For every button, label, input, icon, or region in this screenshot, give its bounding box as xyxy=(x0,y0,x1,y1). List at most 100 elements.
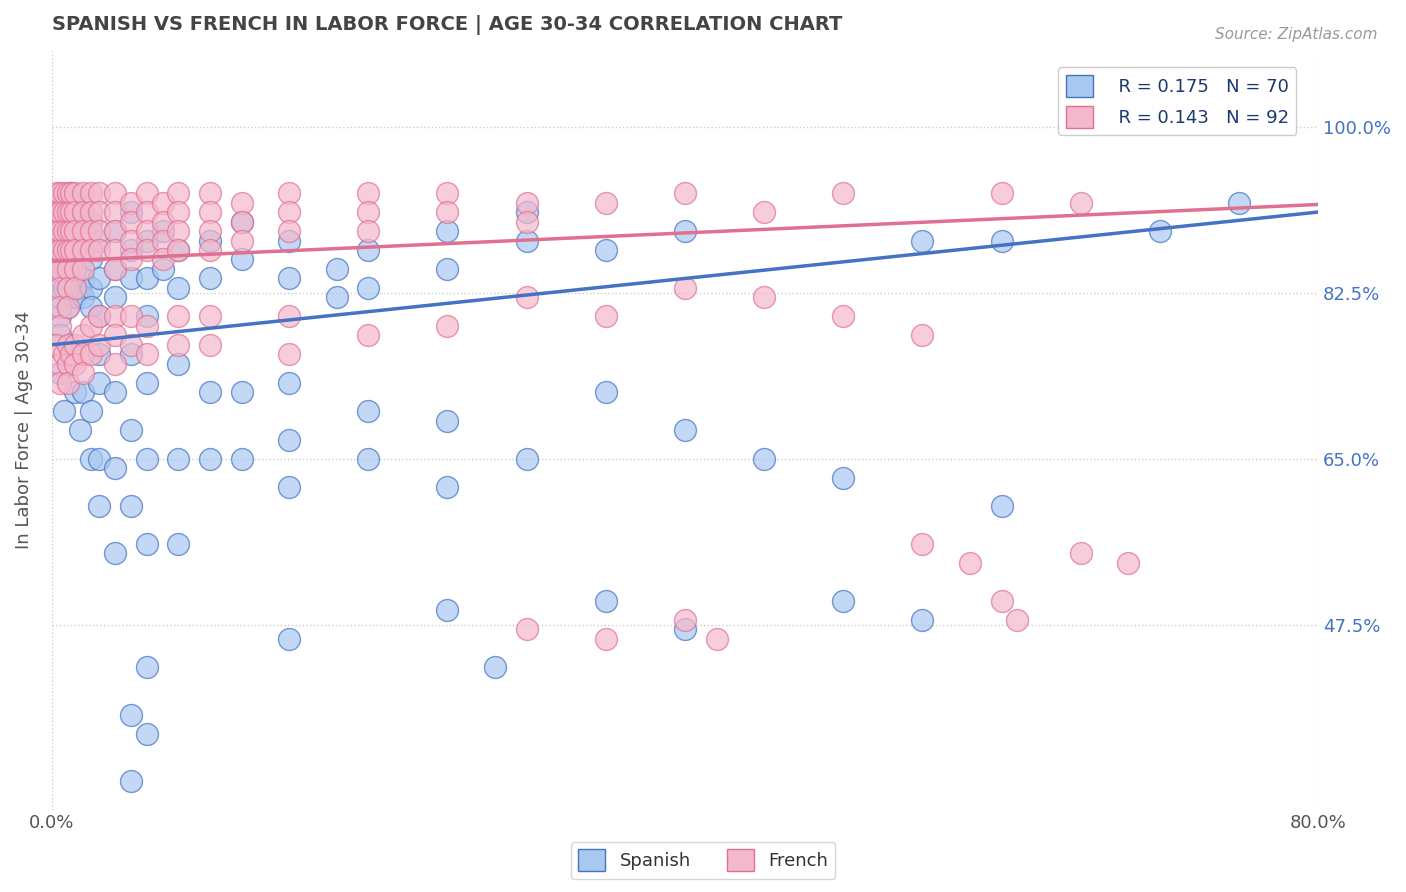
Point xyxy=(45,205,67,219)
Point xyxy=(198,243,221,257)
Point xyxy=(56,243,79,257)
Point xyxy=(104,385,127,400)
Point xyxy=(48,243,70,257)
Point xyxy=(56,224,79,238)
Point xyxy=(65,262,87,277)
Point xyxy=(120,252,142,267)
Point xyxy=(48,290,70,304)
Point xyxy=(120,338,142,352)
Point xyxy=(59,234,82,248)
Point xyxy=(990,234,1012,248)
Point xyxy=(59,347,82,361)
Point xyxy=(231,214,253,228)
Point xyxy=(135,243,157,257)
Point xyxy=(120,310,142,324)
Point xyxy=(673,224,696,238)
Point xyxy=(135,310,157,324)
Point xyxy=(278,480,301,494)
Point xyxy=(89,338,111,352)
Point xyxy=(135,186,157,200)
Point xyxy=(595,195,617,210)
Point xyxy=(152,195,174,210)
Point xyxy=(278,186,301,200)
Point xyxy=(48,366,70,380)
Point xyxy=(69,214,91,228)
Point xyxy=(89,234,111,248)
Point xyxy=(1227,195,1250,210)
Point xyxy=(89,376,111,390)
Point xyxy=(53,224,76,238)
Point xyxy=(53,234,76,248)
Point xyxy=(278,347,301,361)
Point xyxy=(673,423,696,437)
Point xyxy=(167,310,190,324)
Point xyxy=(104,186,127,200)
Point xyxy=(911,537,934,551)
Point xyxy=(72,347,94,361)
Point xyxy=(89,224,111,238)
Point xyxy=(104,461,127,475)
Point xyxy=(231,451,253,466)
Point xyxy=(135,347,157,361)
Point xyxy=(65,243,87,257)
Point xyxy=(65,338,87,352)
Point xyxy=(198,205,221,219)
Point xyxy=(990,499,1012,513)
Point xyxy=(152,224,174,238)
Point xyxy=(80,243,103,257)
Point xyxy=(167,205,190,219)
Point xyxy=(120,214,142,228)
Point xyxy=(59,347,82,361)
Point xyxy=(959,556,981,570)
Point xyxy=(198,186,221,200)
Point xyxy=(325,290,347,304)
Point xyxy=(436,262,458,277)
Point xyxy=(357,243,380,257)
Point xyxy=(198,224,221,238)
Point xyxy=(59,186,82,200)
Point xyxy=(231,385,253,400)
Point xyxy=(65,385,87,400)
Y-axis label: In Labor Force | Age 30-34: In Labor Force | Age 30-34 xyxy=(15,311,32,549)
Point xyxy=(516,195,538,210)
Point xyxy=(56,271,79,285)
Point xyxy=(48,271,70,285)
Point xyxy=(167,243,190,257)
Point xyxy=(48,234,70,248)
Point xyxy=(89,186,111,200)
Point xyxy=(80,300,103,314)
Point xyxy=(752,451,775,466)
Point xyxy=(231,214,253,228)
Point xyxy=(48,300,70,314)
Point xyxy=(53,281,76,295)
Point xyxy=(48,376,70,390)
Point xyxy=(832,470,855,484)
Point xyxy=(1116,556,1139,570)
Point xyxy=(120,205,142,219)
Point xyxy=(278,224,301,238)
Point xyxy=(516,205,538,219)
Point xyxy=(436,603,458,617)
Legend: Spanish, French: Spanish, French xyxy=(571,842,835,879)
Point xyxy=(120,423,142,437)
Point xyxy=(65,357,87,371)
Point xyxy=(72,385,94,400)
Point xyxy=(89,310,111,324)
Point xyxy=(135,451,157,466)
Point xyxy=(69,252,91,267)
Point xyxy=(152,252,174,267)
Point xyxy=(65,205,87,219)
Point xyxy=(120,707,142,722)
Point xyxy=(357,224,380,238)
Point xyxy=(48,310,70,324)
Point xyxy=(104,243,127,257)
Point xyxy=(278,433,301,447)
Point xyxy=(278,271,301,285)
Point xyxy=(48,357,70,371)
Point xyxy=(56,300,79,314)
Point xyxy=(278,205,301,219)
Point xyxy=(198,338,221,352)
Point xyxy=(278,632,301,646)
Point xyxy=(53,205,76,219)
Point xyxy=(595,594,617,608)
